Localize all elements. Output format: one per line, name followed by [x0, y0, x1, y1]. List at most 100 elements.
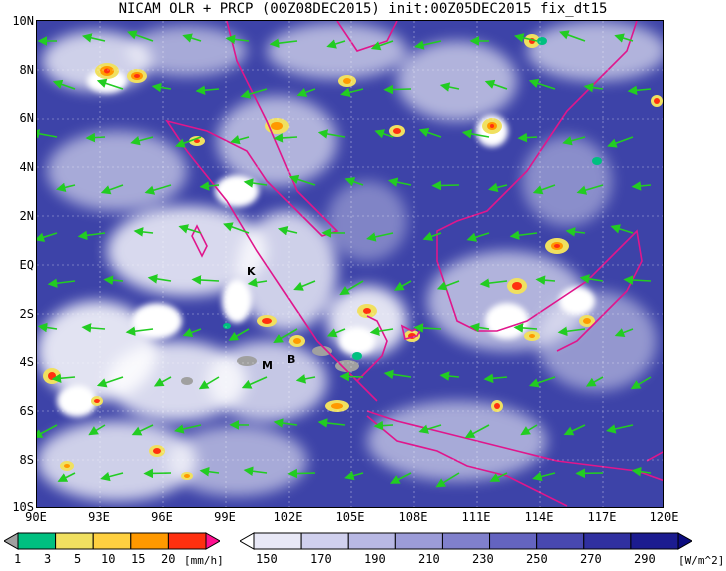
olr-tick-230: 230 — [472, 552, 494, 566]
wind-arrow — [439, 82, 460, 92]
wind-arrow — [326, 39, 346, 49]
wind-arrow — [565, 227, 586, 237]
precip-tick-15: 15 — [131, 552, 146, 566]
olr-cloud-field — [37, 21, 663, 501]
olr-colorbar — [238, 532, 694, 550]
wind-arrow — [153, 376, 172, 387]
wind-arrow — [344, 471, 364, 481]
lat-label-6n: 6N — [19, 111, 34, 125]
wind-arrow — [199, 466, 220, 477]
wind-arrow — [85, 132, 106, 143]
wind-arrow — [623, 275, 652, 285]
wind-arrow — [287, 468, 316, 479]
wind-arrow — [532, 471, 556, 482]
wind-arrow — [191, 275, 220, 285]
wind-arrow — [339, 280, 364, 296]
marker-m: M — [262, 359, 273, 372]
wind-arrow — [562, 136, 586, 146]
precip-high-arrow — [205, 532, 222, 550]
wind-arrow — [269, 38, 298, 48]
wind-arrow — [243, 178, 268, 188]
wind-arrow — [340, 87, 364, 98]
lat-label-4n: 4N — [19, 160, 34, 174]
wind-arrow — [240, 88, 268, 99]
wind-arrow — [439, 371, 460, 381]
olr-tick-270: 270 — [580, 552, 602, 566]
wind-arrow — [466, 232, 490, 242]
wind-arrow — [369, 326, 394, 336]
wind-arrow — [277, 226, 298, 236]
wind-arrow — [366, 232, 394, 242]
wind-arrow — [317, 418, 346, 428]
olr-swatch — [489, 532, 538, 550]
lon-label-114e: 114E — [524, 510, 554, 524]
wind-arrow — [174, 424, 202, 434]
wind-arrow — [326, 328, 346, 338]
wind-arrow — [273, 418, 298, 428]
olr-swatch — [253, 532, 302, 550]
wind-arrow — [96, 78, 124, 90]
wind-arrow — [225, 34, 250, 45]
wind-arrow — [273, 133, 298, 143]
lon-label-108e: 108E — [398, 510, 428, 524]
wind-arrow — [293, 280, 316, 291]
wind-arrow — [144, 184, 172, 195]
wind-arrow — [535, 275, 556, 285]
lon-label-111e: 111E — [461, 510, 491, 524]
lat-label-10n: 10N — [12, 14, 34, 28]
olr-swatch — [583, 532, 632, 550]
lat-label-10s: 10S — [12, 500, 34, 514]
wind-arrow — [563, 424, 586, 436]
map-panel: K M B — [36, 20, 664, 508]
wind-arrow — [418, 424, 442, 434]
lon-label-96e: 96E — [151, 510, 173, 524]
olr-low-arrow — [238, 532, 255, 550]
wind-arrow — [394, 280, 412, 291]
wind-arrow — [317, 129, 346, 139]
wind-arrow — [131, 424, 154, 436]
wind-arrow — [389, 472, 412, 484]
wind-arrow — [585, 376, 604, 387]
precip-swatch — [55, 532, 94, 550]
wind-arrow — [96, 376, 124, 388]
olr-swatch — [630, 532, 679, 550]
wind-arrow — [373, 420, 394, 431]
wind-arrow — [37, 232, 58, 242]
wind-arrow — [627, 85, 652, 96]
wind-arrow — [579, 274, 604, 284]
precip-swatch — [92, 532, 132, 550]
wind-arrow — [198, 376, 220, 390]
wind-arrow — [339, 371, 364, 382]
marker-b: B — [287, 353, 295, 366]
wind-arrow — [464, 424, 490, 439]
wind-arrow — [151, 82, 172, 93]
wind-arrow — [614, 328, 634, 338]
wind-arrow — [81, 33, 106, 43]
wind-arrow — [143, 468, 172, 479]
wind-arrow — [288, 174, 316, 186]
wind-arrow — [52, 79, 76, 90]
wind-arrow — [47, 278, 76, 289]
wind-arrow — [247, 277, 268, 288]
olr-swatch — [394, 532, 443, 550]
wind-arrow — [178, 224, 202, 234]
olr-colorbar-svg — [238, 532, 694, 550]
wind-arrow — [484, 79, 508, 90]
wind-arrow — [296, 87, 316, 97]
wind-arrow — [125, 326, 154, 336]
olr-tick-250: 250 — [526, 552, 548, 566]
wind-arrow — [241, 376, 268, 389]
lon-label-99e: 99E — [214, 510, 236, 524]
wind-arrow — [514, 33, 538, 43]
wind-arrow — [243, 466, 268, 476]
olr-high-arrow — [677, 532, 694, 550]
lat-label-6s: 6S — [19, 404, 34, 418]
lon-label-117e: 117E — [587, 510, 617, 524]
olr-tick-150: 150 — [256, 552, 278, 566]
wind-arrow — [583, 82, 604, 93]
wind-arrow — [614, 33, 634, 43]
wind-arrow — [133, 227, 154, 237]
wind-arrow — [103, 275, 124, 286]
wind-arrow — [532, 184, 556, 195]
wind-arrow — [230, 135, 250, 145]
